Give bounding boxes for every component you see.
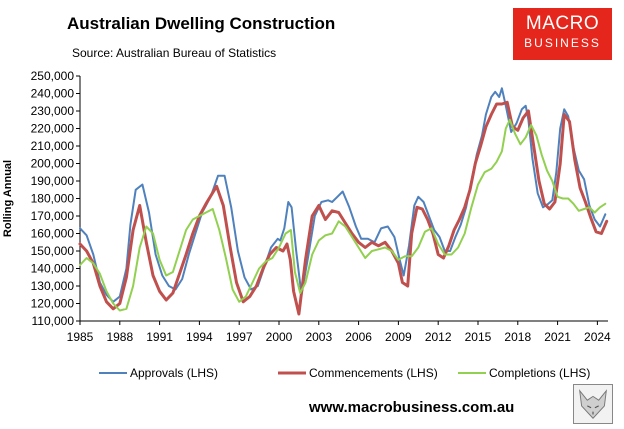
chart-title: Australian Dwelling Construction [67,14,336,33]
legend-label-completions: Completions (LHS) [489,366,590,380]
logo-line-2: BUSINESS [524,36,601,50]
fox-logo-icon [573,384,613,424]
x-tick-label: 1994 [186,330,213,344]
y-tick-label: 120,000 [31,297,75,311]
y-tick-label: 240,000 [31,87,75,101]
series-line-approvals [79,87,607,303]
y-tick-label: 180,000 [31,192,75,206]
y-axis-label: Rolling Annual [2,160,14,237]
y-tick-label: 250,000 [31,69,75,83]
x-tick-label: 2000 [266,330,293,344]
x-tick-label: 2003 [305,330,332,344]
x-tick-label: 2015 [465,330,492,344]
series-line-completions [79,118,607,312]
y-tick-label: 160,000 [31,227,75,241]
x-tick-label: 2012 [425,330,452,344]
y-tick-label: 200,000 [31,157,75,171]
chart-axes: 110,000 120,000 130,000 140,000 150,000 160,0… [2,69,611,344]
x-tick-label: 2006 [345,330,372,344]
website-url: www.macrobusiness.com.au [309,399,515,416]
chart-series [78,87,609,316]
chart-subtitle: Source: Australian Bureau of Statistics [72,46,277,60]
y-tick-label: 210,000 [31,139,75,153]
logo-line-1: MACRO [525,13,600,34]
y-tick-label: 150,000 [31,244,75,258]
y-tick-label: 190,000 [31,174,75,188]
x-tick-label: 2018 [504,330,531,344]
x-tick-label: 1997 [226,330,253,344]
y-tick-label: 220,000 [31,122,75,136]
chart-legend: Approvals (LHS) Commencements (LHS) Comple… [99,366,590,380]
x-tick-label: 1991 [146,330,173,344]
y-tick-label: 110,000 [32,314,75,328]
x-tick-label: 1985 [67,330,94,344]
legend-label-commencements: Commencements (LHS) [309,366,438,380]
y-tick-label: 230,000 [31,104,75,118]
y-tick-label: 130,000 [31,279,75,293]
x-tick-label: 1988 [106,330,133,344]
legend-label-approvals: Approvals (LHS) [130,366,218,380]
x-tick-label: 2009 [385,330,412,344]
series-line-commencements [78,100,609,316]
macrobusiness-logo: MACRO BUSINESS [513,8,612,60]
x-tick-label: 2021 [544,330,571,344]
x-tick-label: 2024 [584,330,611,344]
y-tick-label: 170,000 [31,209,75,223]
y-tick-label: 140,000 [31,262,75,276]
